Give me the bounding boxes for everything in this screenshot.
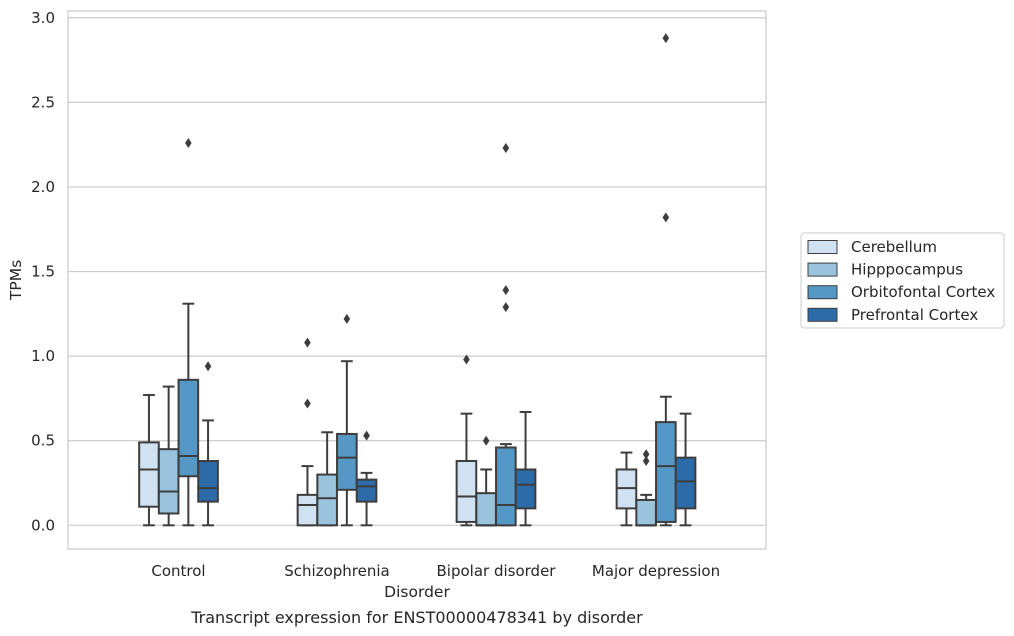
box-body <box>455 460 478 523</box>
box-body <box>635 498 657 527</box>
box-series <box>138 33 697 527</box>
outlier-point <box>363 430 370 441</box>
y-tick-label: 0.0 <box>31 516 55 534</box>
plot-area <box>67 10 767 550</box>
outlier-point <box>502 302 510 313</box>
outlier-point <box>304 337 311 348</box>
x-axis-title: Disorder <box>384 583 450 601</box>
legend-swatch <box>807 307 838 322</box>
box-cerebellum <box>138 394 160 527</box>
outlier-point <box>204 361 212 372</box>
legend-label: Orbitofontal Cortex <box>851 283 995 301</box>
box-body <box>495 446 517 527</box>
x-tick-label: Bipolar disorder <box>437 562 557 580</box>
y-axis-ticks: 0.0 0.5 1.0 1.5 2.0 2.5 3.0 <box>31 9 55 535</box>
y-tick-label: 0.5 <box>31 432 55 450</box>
box-body <box>674 456 697 510</box>
y-axis-title: TPMs <box>7 260 25 301</box>
box-orbitofontal-cortex <box>495 143 517 527</box>
outlier-point <box>662 33 670 44</box>
legend-label: Hipppocampus <box>851 261 963 279</box>
box-cerebellum <box>455 354 478 527</box>
box-hipppocampus <box>635 449 657 527</box>
box-body <box>475 492 497 527</box>
outlier-point <box>642 449 650 460</box>
box-hipppocampus <box>316 431 338 527</box>
box-body <box>197 460 219 503</box>
box-prefrontal-cortex <box>514 410 537 527</box>
box-body <box>336 432 358 491</box>
outlier-point <box>463 354 470 365</box>
box-orbitofontal-cortex <box>177 137 200 527</box>
y-tick-label: 3.0 <box>31 9 55 27</box>
outlier-point <box>185 137 192 148</box>
outlier-point <box>662 212 670 223</box>
box-body <box>316 473 338 527</box>
legend-swatch <box>807 285 838 300</box>
outlier-point <box>642 456 650 467</box>
x-tick-label: Major depression <box>592 562 720 580</box>
box-body <box>138 441 160 508</box>
box-prefrontal-cortex <box>197 361 219 527</box>
box-prefrontal-cortex <box>674 412 697 527</box>
outlier-point <box>502 285 510 296</box>
outlier-point <box>304 398 311 409</box>
y-tick-label: 2.0 <box>31 178 55 196</box>
legend: Cerebellum Hipppocampus Orbitofontal Corte… <box>800 232 1005 329</box>
outlier-point <box>482 435 490 446</box>
y-tick-label: 1.0 <box>31 347 55 365</box>
box-body <box>514 468 537 510</box>
outlier-point <box>502 143 510 154</box>
box-orbitofontal-cortex <box>336 313 358 527</box>
box-cerebellum <box>296 337 319 527</box>
legend-label: Cerebellum <box>851 238 937 256</box>
legend-swatch <box>807 262 838 277</box>
box-cerebellum <box>615 451 638 527</box>
box-body <box>177 378 200 478</box>
box-body <box>157 448 180 515</box>
box-body <box>655 421 677 523</box>
box-orbitofontal-cortex <box>655 33 677 527</box>
y-tick-label: 1.5 <box>31 263 55 281</box>
legend-swatch <box>807 240 838 254</box>
chart-caption: Transcript expression for ENST0000047834… <box>190 608 643 627</box>
x-tick-label: Schizophrenia <box>284 562 389 580</box>
y-tick-label: 2.5 <box>31 93 55 111</box>
box-body <box>355 478 378 503</box>
box-prefrontal-cortex <box>355 430 378 527</box>
box-hipppocampus <box>157 385 180 527</box>
x-axis-ticks: Control Schizophrenia Bipolar disorder Majo… <box>151 562 720 580</box>
box-hipppocampus <box>475 435 497 527</box>
outlier-point <box>343 313 351 324</box>
x-tick-label: Control <box>151 562 205 580</box>
legend-label: Prefrontal Cortex <box>851 306 978 324</box>
legend-frame <box>800 232 1005 329</box>
box-body <box>296 493 319 527</box>
